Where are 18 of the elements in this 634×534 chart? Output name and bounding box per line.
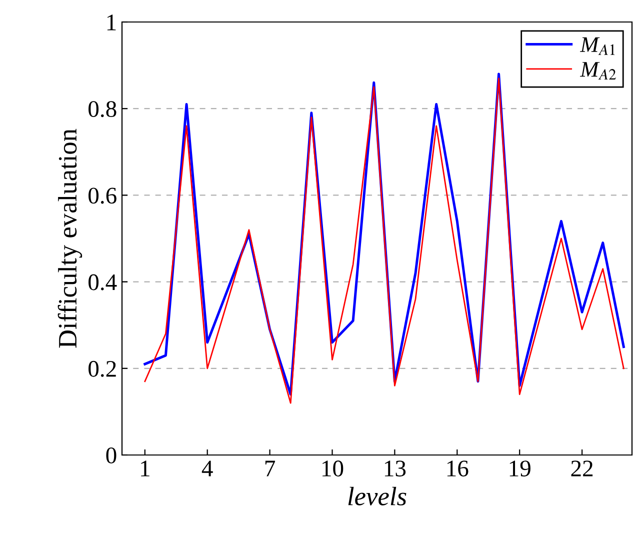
x-tick-label: 19 [510,460,530,476]
x-tick-label: 7 [265,460,276,476]
y-tick-label: 0.6 [88,188,116,204]
y-tick-label: 1 [107,14,116,30]
legend-label: M$_{A1}$ [580,37,615,55]
y-tick-label: 0.8 [88,101,116,118]
y-tick-label: 0.2 [88,360,116,377]
legend-label: M$_{A2}$ [580,62,616,80]
y-axis-title: Difficulty evaluation [58,128,82,348]
x-tick-label: 1 [141,460,150,476]
x-tick-label: 10 [322,460,344,476]
y-tick-label: 0.4 [88,274,117,290]
x-tick-label: 16 [447,460,468,476]
y-tick-label: 0 [106,447,116,464]
x-tick-label: 4 [202,460,213,476]
x-tick-label: 13 [384,460,406,476]
x-tick-label: 22 [571,460,593,476]
x-axis-title: levels [348,486,406,506]
